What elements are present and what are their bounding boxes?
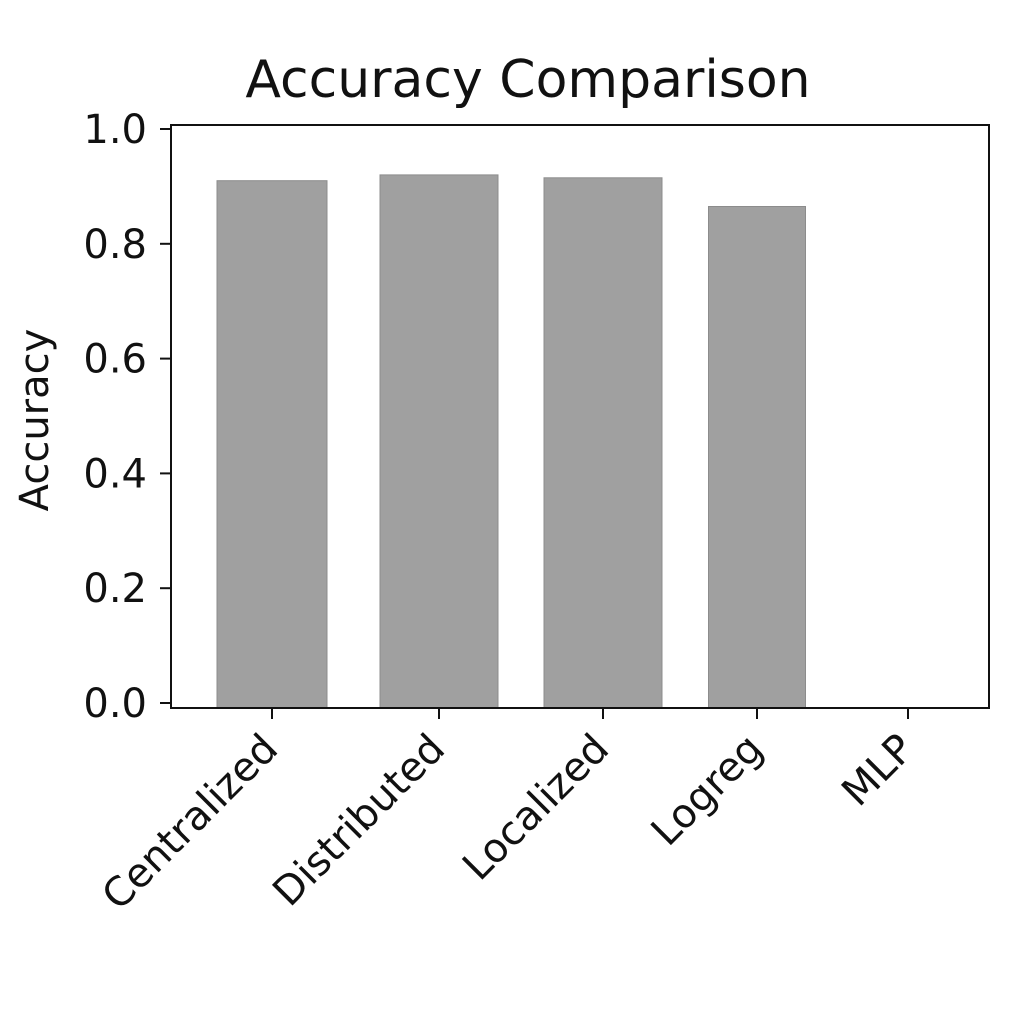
- bar-localized: [543, 177, 663, 709]
- y-axis-label: Accuracy: [12, 329, 58, 512]
- y-tick-label: 0.2: [83, 566, 147, 612]
- bar-centralized: [216, 180, 328, 709]
- y-tick-label: 1.0: [83, 107, 147, 153]
- x-tick-label-centralized: Centralized: [93, 726, 287, 920]
- x-tick-label-localized: Localized: [454, 726, 618, 890]
- y-tick-label: 0.4: [83, 451, 147, 497]
- y-axis-ticks: 0.0 0.2 0.4 0.6 0.8 1.0: [83, 107, 171, 727]
- x-tick-label-distributed: Distributed: [264, 726, 454, 916]
- y-tick-label: 0.6: [83, 337, 147, 383]
- y-tick-label: 0.0: [83, 681, 147, 727]
- y-tick-label: 0.8: [83, 222, 147, 268]
- bar-logreg: [708, 206, 806, 709]
- x-tick-label-logreg: Logreg: [643, 726, 772, 855]
- bars: [216, 174, 806, 709]
- chart-title: Accuracy Comparison: [245, 50, 810, 110]
- x-tick-label-mlp: MLP: [833, 726, 923, 816]
- bar-distributed: [379, 174, 499, 709]
- plot-area-frame: [170, 124, 990, 709]
